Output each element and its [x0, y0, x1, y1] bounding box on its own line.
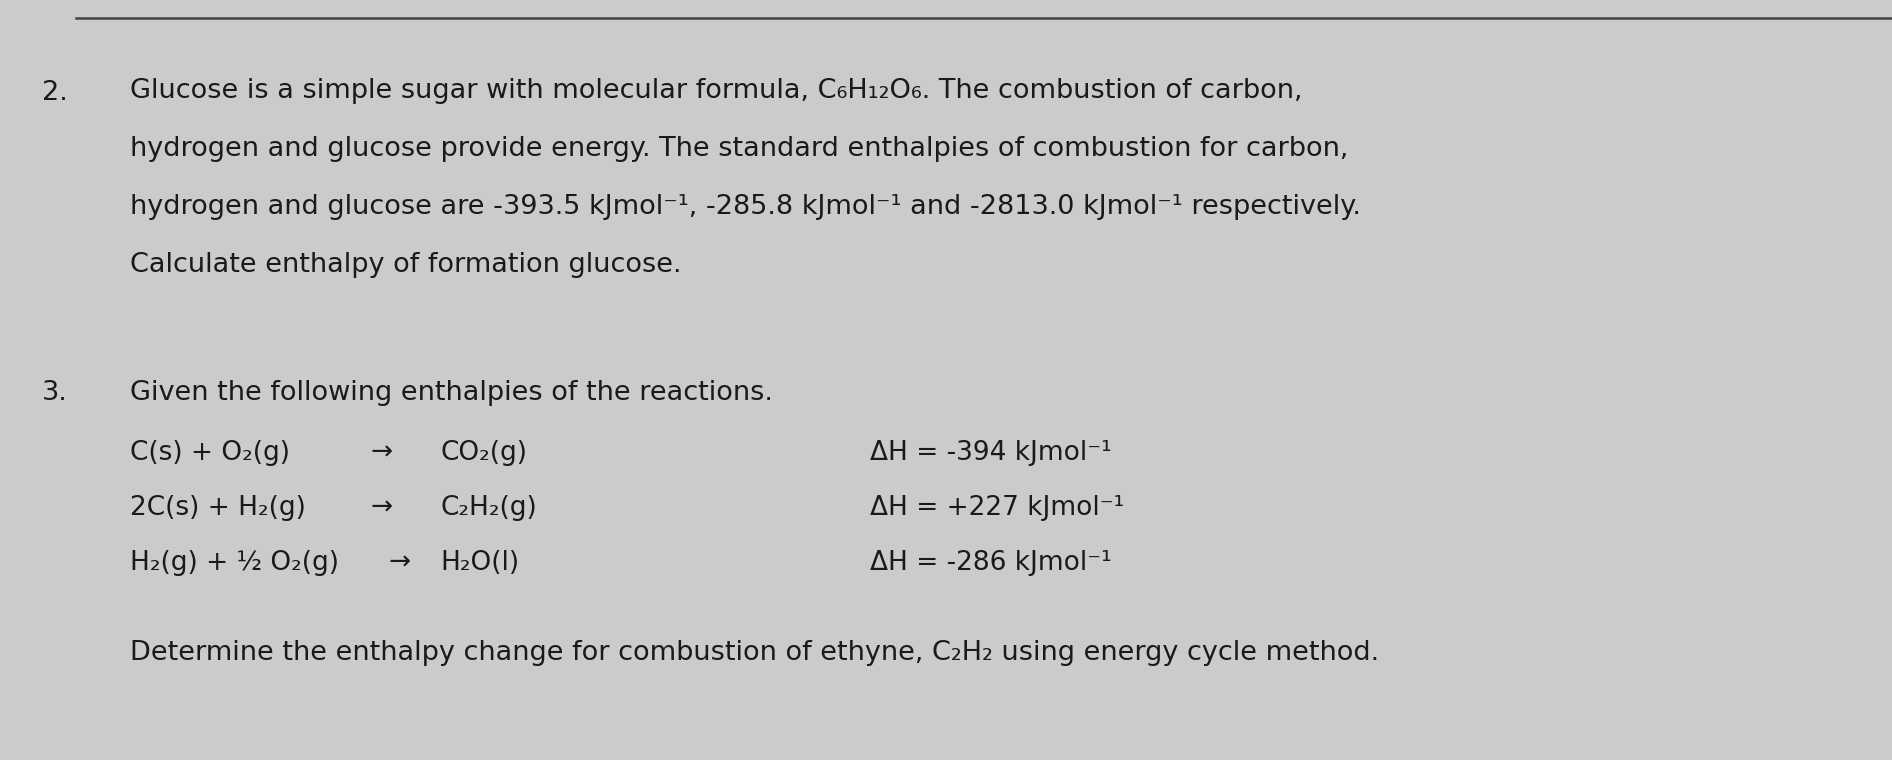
Text: hydrogen and glucose are -393.5 kJmol⁻¹, -285.8 kJmol⁻¹ and -2813.0 kJmol⁻¹ resp: hydrogen and glucose are -393.5 kJmol⁻¹,… — [131, 194, 1360, 220]
Text: Glucose is a simple sugar with molecular formula, C₆H₁₂O₆. The combustion of car: Glucose is a simple sugar with molecular… — [131, 78, 1302, 104]
Text: Determine the enthalpy change for combustion of ethyne, C₂H₂ using energy cycle : Determine the enthalpy change for combus… — [131, 640, 1379, 666]
Text: 3.: 3. — [42, 380, 68, 406]
Text: CO₂(g): CO₂(g) — [441, 440, 528, 466]
Text: →: → — [371, 495, 392, 521]
Text: ΔH = +227 kJmol⁻¹: ΔH = +227 kJmol⁻¹ — [870, 495, 1124, 521]
Text: Given the following enthalpies of the reactions.: Given the following enthalpies of the re… — [131, 380, 772, 406]
Text: →: → — [388, 550, 411, 576]
Text: hydrogen and glucose provide energy. The standard enthalpies of combustion for c: hydrogen and glucose provide energy. The… — [131, 136, 1349, 162]
Text: ΔH = -394 kJmol⁻¹: ΔH = -394 kJmol⁻¹ — [870, 440, 1112, 466]
Text: C(s) + O₂(g): C(s) + O₂(g) — [131, 440, 289, 466]
Text: ΔH = -286 kJmol⁻¹: ΔH = -286 kJmol⁻¹ — [870, 550, 1112, 576]
Text: H₂(g) + ½ O₂(g): H₂(g) + ½ O₂(g) — [131, 550, 339, 576]
Text: H₂O(l): H₂O(l) — [441, 550, 518, 576]
Text: C₂H₂(g): C₂H₂(g) — [441, 495, 537, 521]
Text: 2C(s) + H₂(g): 2C(s) + H₂(g) — [131, 495, 307, 521]
Text: 2.: 2. — [42, 80, 68, 106]
Text: →: → — [371, 440, 392, 466]
Text: Calculate enthalpy of formation glucose.: Calculate enthalpy of formation glucose. — [131, 252, 681, 278]
